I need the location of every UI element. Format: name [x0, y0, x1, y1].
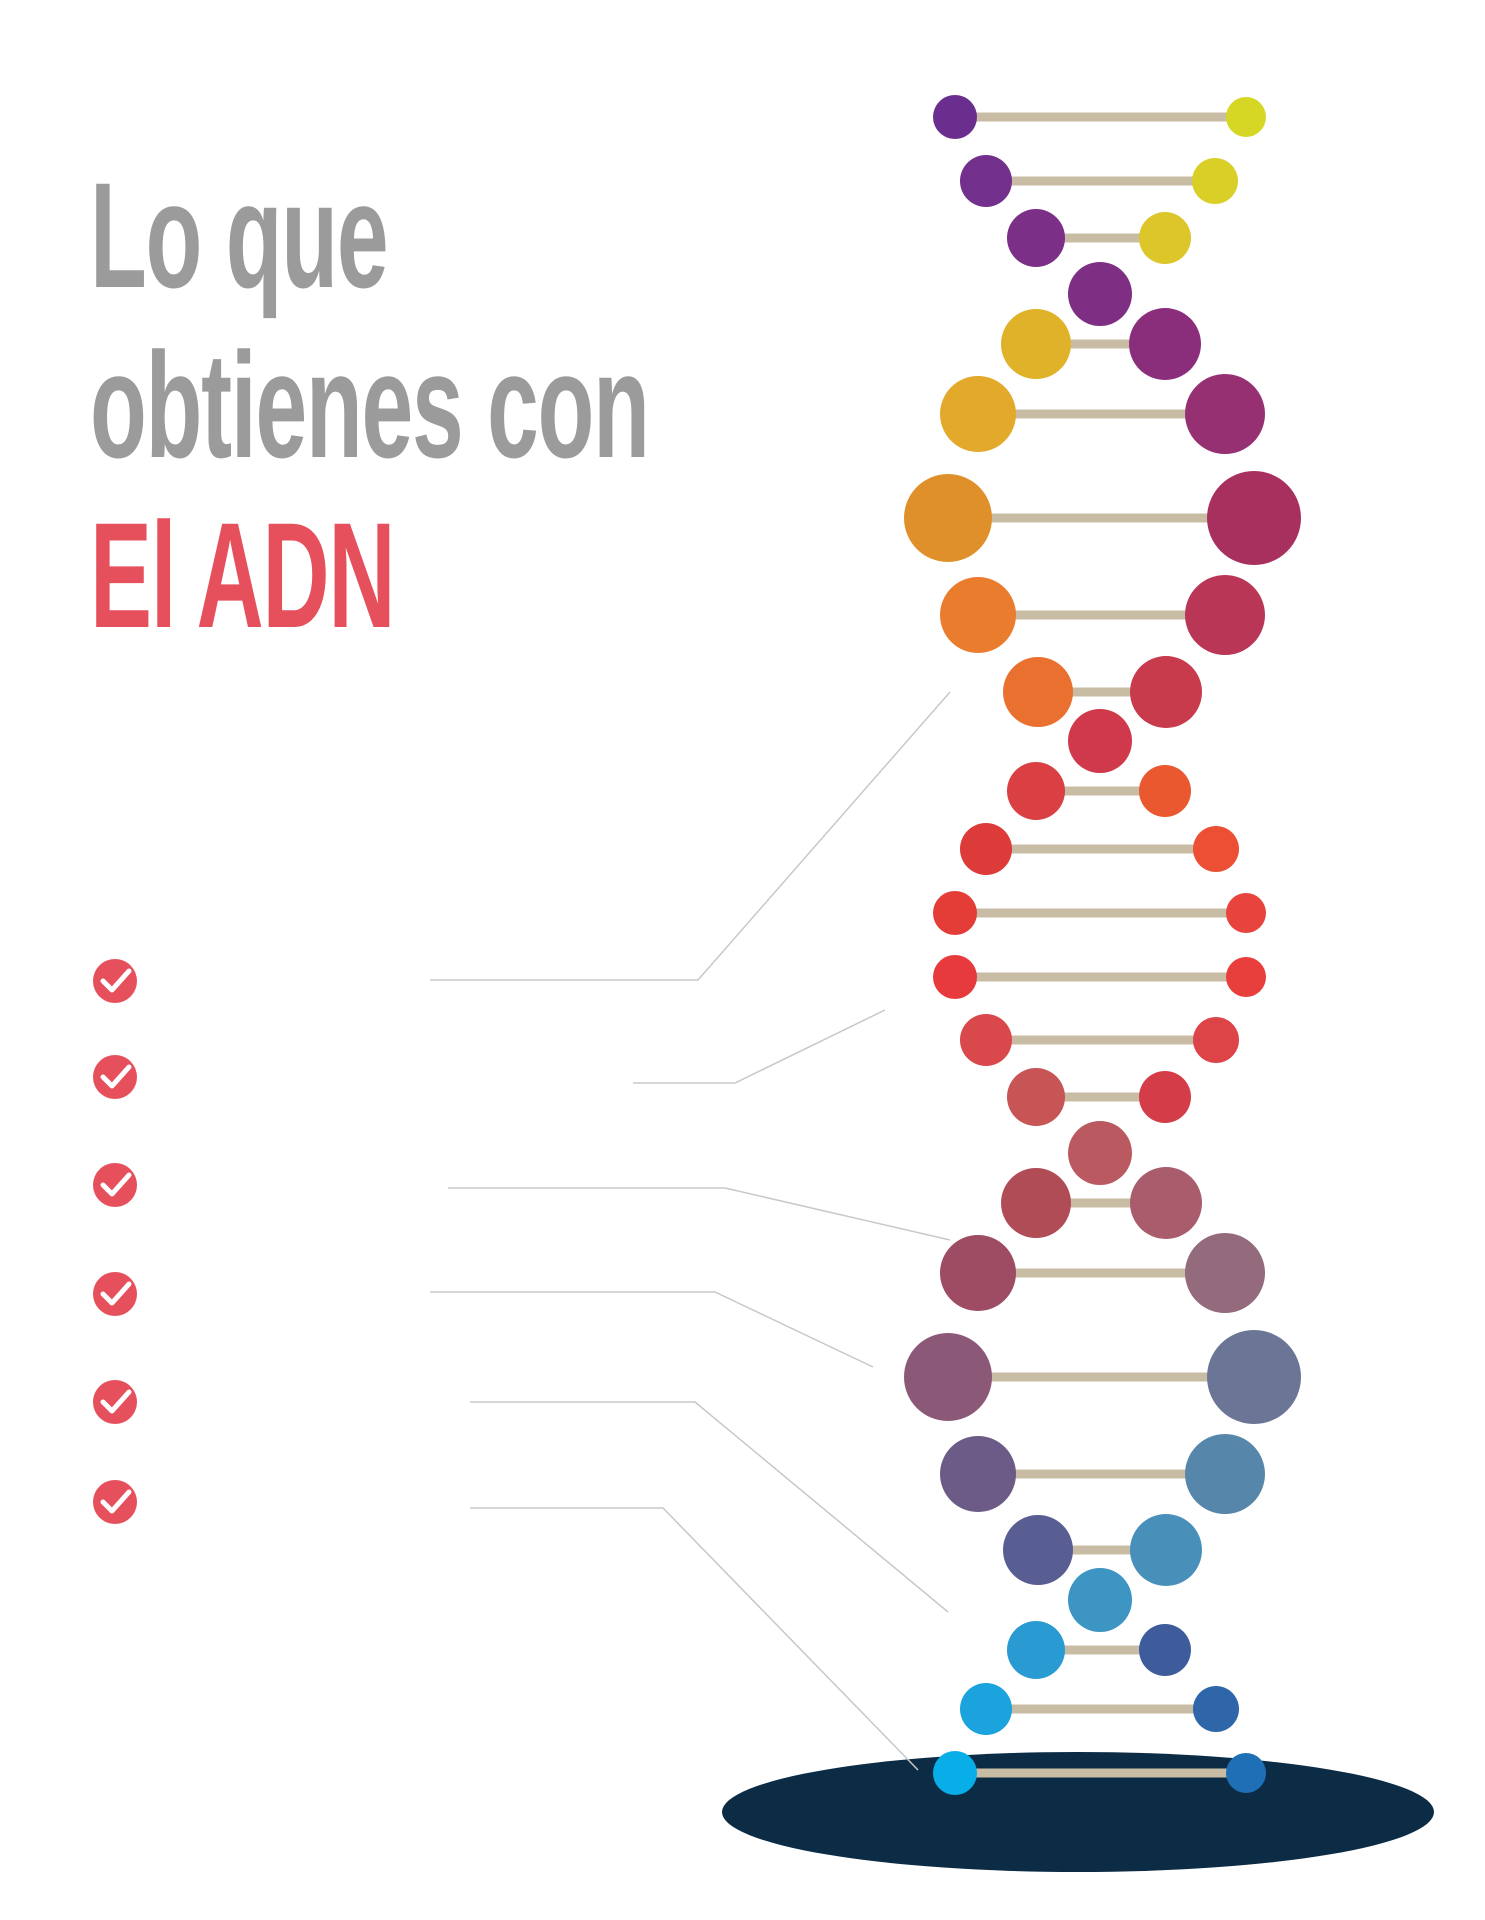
dna-helix	[904, 95, 1301, 1795]
check-badge	[93, 1055, 137, 1099]
nucleotide-left	[933, 1751, 977, 1795]
check-badge	[93, 1272, 137, 1316]
nucleotide-right	[1130, 656, 1202, 728]
checkmark	[100, 1489, 132, 1514]
check-circle-icon	[93, 1480, 137, 1524]
nucleotide-left	[960, 823, 1012, 875]
nucleotide-right	[1226, 893, 1266, 933]
checkmark	[100, 1064, 132, 1089]
nucleotide-right	[1193, 1686, 1239, 1732]
nucleotide-left	[960, 1683, 1012, 1735]
nucleotide-right	[1226, 1753, 1266, 1793]
nucleotide-right	[1139, 212, 1191, 264]
leader-line-6	[470, 1507, 919, 1771]
nucleotide-left	[960, 1014, 1012, 1066]
nucleotide-crossover	[1068, 1121, 1132, 1185]
leader-line-2	[633, 1009, 886, 1084]
nucleotide-right	[1185, 1434, 1265, 1514]
check-badge	[93, 1380, 137, 1424]
nucleotide-left	[940, 1235, 1016, 1311]
nucleotide-right	[1226, 957, 1266, 997]
nucleotide-right	[1130, 1167, 1202, 1239]
leader-line-5	[470, 1401, 949, 1613]
nucleotide-right	[1207, 1330, 1301, 1424]
title-line-2: obtienes con	[90, 321, 650, 489]
nucleotide-left	[940, 1436, 1016, 1512]
check-badge	[93, 1480, 137, 1524]
nucleotide-left	[933, 891, 977, 935]
nucleotide-left	[933, 95, 977, 139]
check-circle-icon	[93, 1163, 137, 1207]
nucleotide-right	[1193, 1017, 1239, 1063]
leader-line-4	[430, 1291, 874, 1368]
page-title: Lo que obtienes con El ADN	[90, 150, 991, 660]
nucleotide-right	[1130, 1514, 1202, 1586]
nucleotide-crossover	[1068, 262, 1132, 326]
nucleotide-right	[1129, 308, 1201, 380]
checkmark	[100, 1389, 132, 1414]
checklist	[93, 959, 137, 1524]
check-circle-icon	[93, 1380, 137, 1424]
checkmark	[100, 1281, 132, 1306]
nucleotide-left	[904, 1333, 992, 1421]
nucleotide-crossover	[1068, 709, 1132, 773]
nucleotide-left	[1007, 1621, 1065, 1679]
nucleotide-left	[1001, 309, 1071, 379]
check-badge	[93, 959, 137, 1003]
nucleotide-left	[940, 577, 1016, 653]
leader-line-1	[430, 691, 951, 981]
title-line-3: El ADN	[90, 491, 396, 659]
nucleotide-right	[1185, 374, 1265, 454]
leader-line-3	[448, 1187, 951, 1241]
nucleotide-left	[1007, 762, 1065, 820]
title-line-1: Lo que	[90, 151, 389, 319]
check-circle-icon	[93, 1272, 137, 1316]
nucleotide-left	[904, 474, 992, 562]
nucleotide-left	[933, 955, 977, 999]
nucleotide-crossover	[1068, 1568, 1132, 1632]
check-badge	[93, 1163, 137, 1207]
nucleotide-left	[1003, 1515, 1073, 1585]
nucleotide-right	[1192, 158, 1238, 204]
checkmark	[100, 1172, 132, 1197]
nucleotide-right	[1185, 575, 1265, 655]
nucleotide-right	[1185, 1233, 1265, 1313]
nucleotide-right	[1139, 765, 1191, 817]
nucleotide-right	[1139, 1071, 1191, 1123]
leader-lines	[430, 691, 951, 1771]
nucleotide-right	[1226, 97, 1266, 137]
nucleotide-right	[1193, 826, 1239, 872]
nucleotide-right	[1139, 1624, 1191, 1676]
nucleotide-left	[1007, 1068, 1065, 1126]
nucleotide-left	[1007, 209, 1065, 267]
nucleotide-left	[960, 155, 1012, 207]
check-circle-icon	[93, 959, 137, 1003]
nucleotide-left	[1001, 1168, 1071, 1238]
check-circle-icon	[93, 1055, 137, 1099]
checkmark	[100, 968, 132, 993]
nucleotide-right	[1207, 471, 1301, 565]
nucleotide-left	[1003, 657, 1073, 727]
nucleotide-left	[940, 376, 1016, 452]
